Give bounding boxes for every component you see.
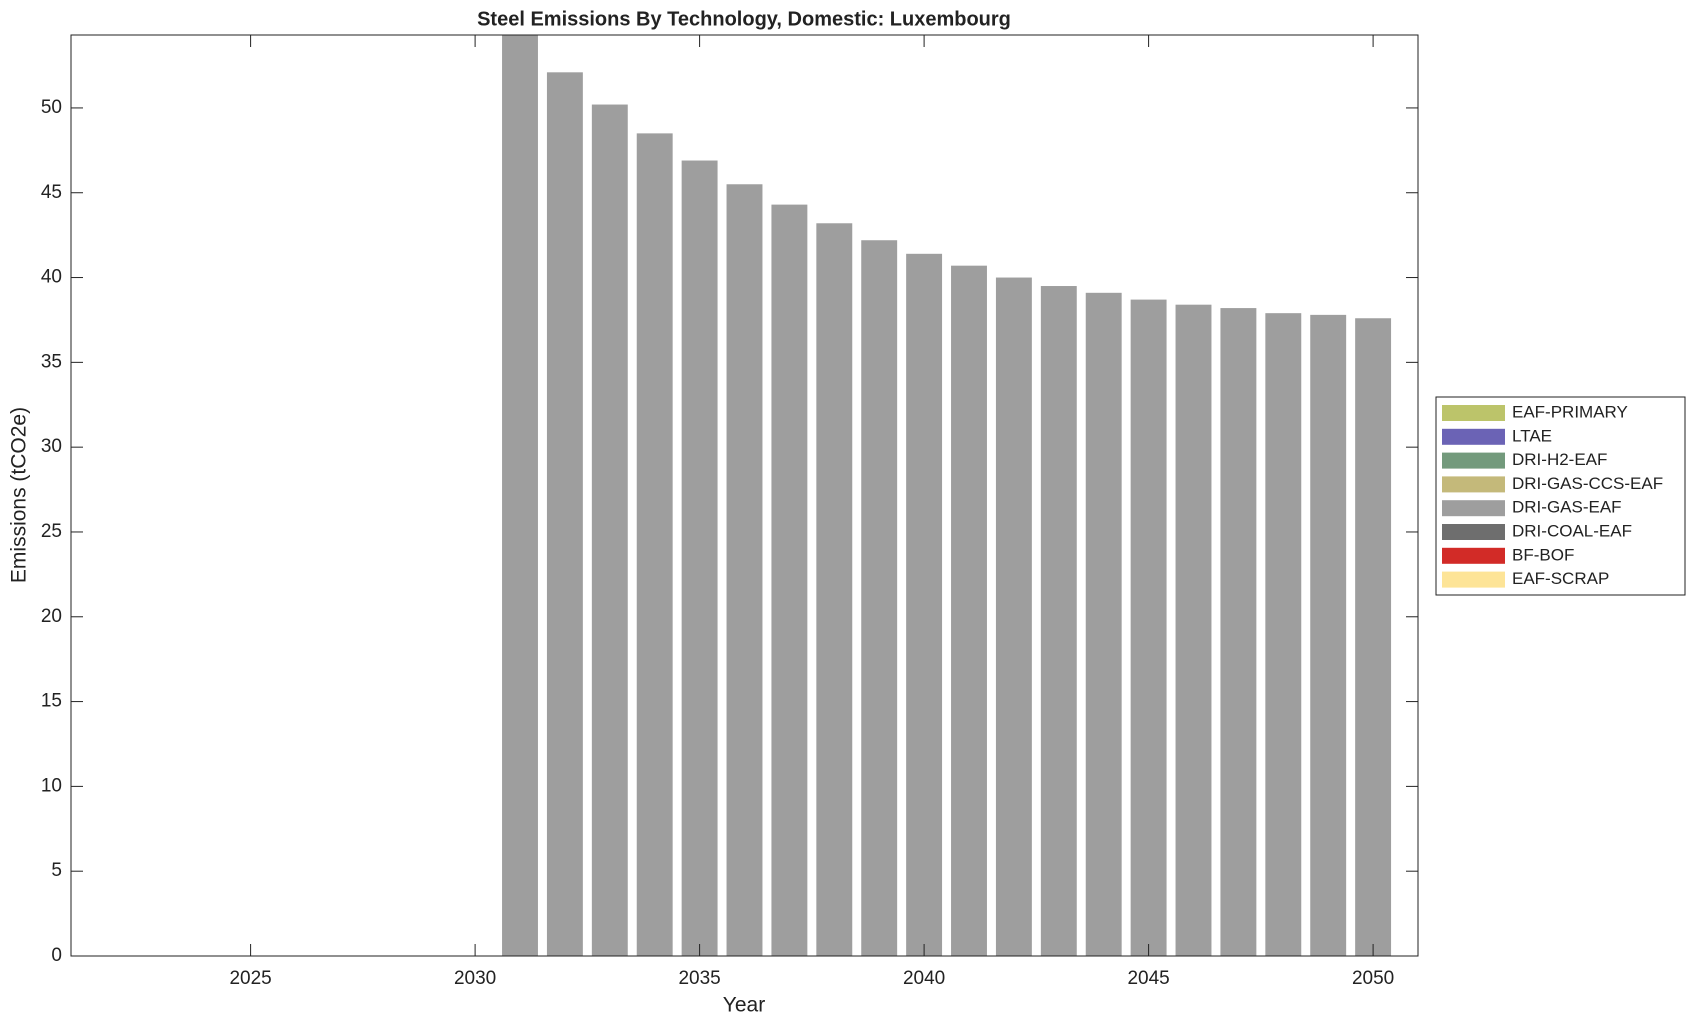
y-tick-label: 25 [41, 521, 62, 542]
x-tick-label: 2025 [229, 968, 271, 989]
legend-label: DRI-GAS-CCS-EAF [1512, 474, 1663, 493]
legend-swatch [1442, 428, 1505, 445]
y-tick-label: 0 [51, 945, 62, 966]
bar-segment [995, 277, 1032, 956]
bar-segment [1220, 308, 1257, 956]
chart-title: Steel Emissions By Technology, Domestic:… [477, 8, 1011, 30]
legend-swatch [1442, 547, 1505, 564]
y-tick-label: 45 [41, 182, 62, 203]
y-tick-label: 30 [41, 436, 62, 457]
legend-label: DRI-COAL-EAF [1512, 521, 1632, 540]
bar-segment [861, 240, 898, 956]
x-tick-label: 2050 [1352, 968, 1394, 989]
legend-box [1435, 396, 1686, 596]
legend-swatch [1442, 571, 1505, 588]
bar-segment [1040, 286, 1077, 956]
legend-swatch [1442, 476, 1505, 493]
legend-label: DRI-H2-EAF [1512, 450, 1607, 469]
legend-label: EAF-PRIMARY [1512, 402, 1628, 421]
bar-segment [546, 72, 583, 956]
y-tick-label: 40 [41, 267, 62, 288]
legend-label: LTAE [1512, 426, 1552, 445]
bar-segment [771, 204, 808, 956]
bar-segment [1265, 313, 1302, 956]
plot-frame [70, 34, 1419, 957]
legend-label: DRI-GAS-EAF [1512, 498, 1622, 517]
bar-segment [681, 160, 718, 956]
y-axis-label: Emissions (tCO2e) [8, 407, 31, 583]
bar-segment [906, 253, 943, 956]
bar-segment [951, 265, 987, 956]
bar-segment [1355, 318, 1392, 956]
bar-segment [1175, 304, 1212, 956]
y-tick-label: 5 [51, 860, 62, 881]
bar-segment [1310, 314, 1347, 956]
bar-segment [1130, 299, 1167, 956]
bar-segment [1085, 292, 1122, 956]
legend-swatch [1442, 500, 1505, 517]
x-tick-label: 2030 [454, 968, 496, 989]
bar-segment [502, 35, 538, 956]
y-tick-label: 20 [41, 606, 62, 627]
legend-swatch [1442, 405, 1505, 421]
x-tick-label: 2035 [678, 968, 720, 989]
legend-swatch [1442, 452, 1505, 469]
bar-segment [816, 223, 853, 956]
x-axis-label: Year [723, 994, 765, 1017]
legend-swatch [1442, 524, 1505, 540]
legend-label: BF-BOF [1512, 545, 1574, 564]
y-tick-label: 50 [41, 97, 62, 118]
bar-segment [591, 104, 628, 956]
bars [502, 35, 1392, 956]
x-tick-label: 2040 [903, 968, 945, 989]
x-tick-label: 2045 [1127, 968, 1169, 989]
bar-segment [636, 133, 673, 956]
legend-label: EAF-SCRAP [1512, 569, 1609, 588]
y-tick-label: 10 [41, 775, 62, 796]
bar-segment [726, 184, 763, 956]
y-tick-label: 15 [41, 691, 62, 712]
y-tick-label: 35 [41, 351, 62, 372]
